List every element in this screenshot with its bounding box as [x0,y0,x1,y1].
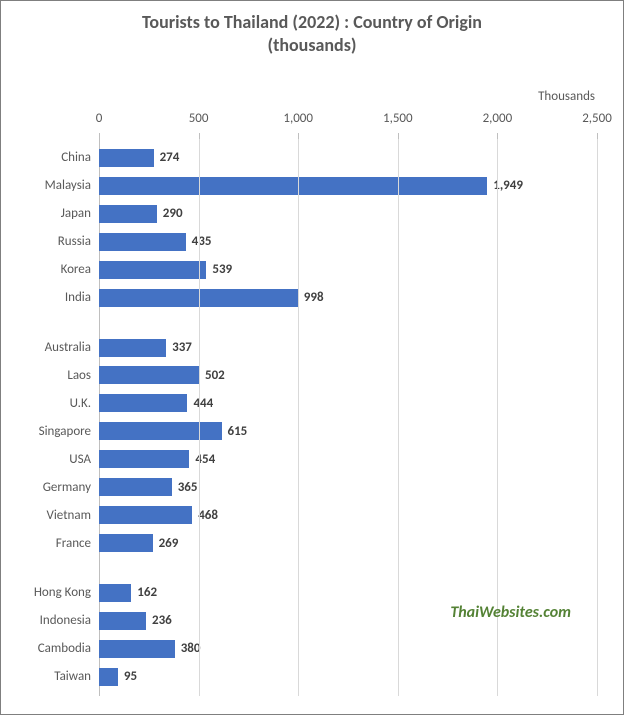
row-label: U.K. [70,397,99,410]
x-tick-label: 2,500 [582,111,612,126]
x-tick-mark [99,133,100,139]
value-label: 615 [222,425,248,438]
bar [99,584,131,602]
chart-title: Tourists to Thailand (2022) : Country of… [1,1,623,60]
row-label: USA [69,453,99,466]
row-label: France [56,537,99,550]
bar [99,450,189,468]
bar-row: France269 [99,532,597,554]
bar-row: Laos502 [99,364,597,386]
value-label: 502 [199,369,225,382]
axis-unit-label: Thousands [538,89,595,104]
value-label: 162 [131,586,157,599]
x-axis-ticks: 05001,0001,5002,0002,500 [99,111,597,133]
row-label: India [65,291,99,304]
x-tick-label: 1,000 [283,111,313,126]
bar [99,640,175,658]
value-label: 290 [157,207,183,220]
bar-row: Singapore615 [99,420,597,442]
row-label: China [61,151,99,164]
bar-row: Malaysia1,949 [99,175,597,197]
value-label: 274 [154,151,180,164]
bar-row: USA454 [99,448,597,470]
chart-container: Tourists to Thailand (2022) : Country of… [0,0,624,715]
bar [99,339,166,357]
bar [99,668,118,686]
value-label: 380 [175,642,201,655]
bar [99,534,153,552]
value-label: 454 [189,453,215,466]
row-label: Indonesia [40,614,99,627]
x-tick-label: 1,500 [383,111,413,126]
value-label: 998 [298,291,324,304]
x-tick-label: 0 [96,111,103,126]
row-label: Japan [61,207,99,220]
bar [99,394,187,412]
gridline [398,139,399,696]
value-label: 269 [153,537,179,550]
gridline [298,139,299,696]
bar-row: Hong Kong162 [99,582,597,604]
row-label: Germany [43,481,99,494]
bar-row: Vietnam468 [99,504,597,526]
value-label: 337 [166,341,192,354]
value-label: 539 [206,263,232,276]
watermark: ThaiWebsites.com [450,603,571,622]
chart-title-line1: Tourists to Thailand (2022) : Country of… [142,11,482,33]
x-tick-label: 2,000 [483,111,513,126]
bar [99,177,487,195]
value-label: 1,949 [487,179,523,192]
row-label: Australia [45,341,99,354]
row-label: Russia [58,235,99,248]
bar-row: China274 [99,147,597,169]
value-label: 236 [146,614,172,627]
chart-title-line2: (thousands) [267,34,356,56]
value-label: 95 [118,670,137,683]
bar [99,149,154,167]
value-label: 365 [172,481,198,494]
bar-row: Korea539 [99,259,597,281]
gridline [597,139,598,696]
group-spacer [99,315,597,331]
bar-row: Australia337 [99,337,597,359]
bar [99,478,172,496]
gridline [199,139,200,696]
bar [99,506,192,524]
bar [99,205,157,223]
bar [99,233,186,251]
row-label: Hong Kong [34,586,99,599]
row-label: Laos [67,369,99,382]
x-tick-label: 500 [189,111,209,126]
bar [99,612,146,630]
bar-row: Japan290 [99,203,597,225]
value-label: 468 [192,509,218,522]
bar [99,261,206,279]
row-label: Taiwan [54,670,99,683]
group-spacer [99,560,597,576]
bar [99,366,199,384]
bar [99,422,222,440]
bar-row: U.K.444 [99,392,597,414]
bar-row: India998 [99,287,597,309]
row-label: Cambodia [38,642,99,655]
row-label: Malaysia [45,179,99,192]
bar-row: Cambodia380 [99,638,597,660]
row-label: Singapore [39,425,99,438]
bar-row: Russia435 [99,231,597,253]
bar-row: Taiwan95 [99,666,597,688]
value-label: 444 [187,397,213,410]
row-label: Vietnam [46,509,99,522]
row-label: Korea [61,263,99,276]
bar-row: Germany365 [99,476,597,498]
